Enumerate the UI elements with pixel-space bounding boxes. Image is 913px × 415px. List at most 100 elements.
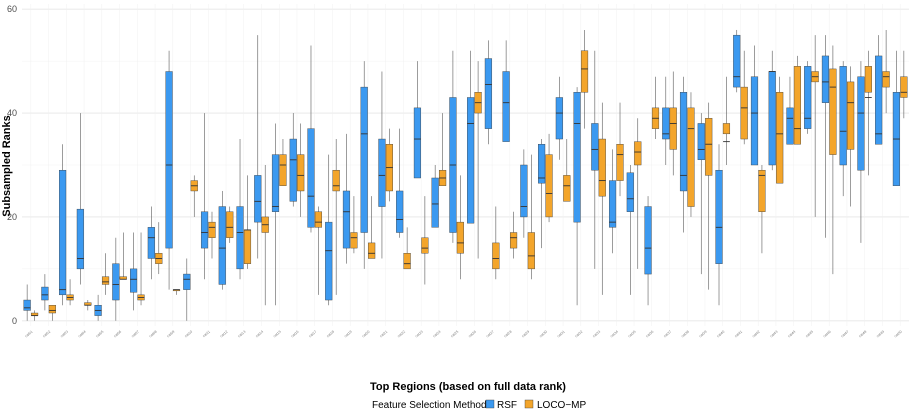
iqr-box-rsf: [502, 71, 510, 142]
x-tick-label: cat21: [379, 330, 388, 339]
box-loco-mp: [474, 61, 482, 259]
box-rsf: [200, 113, 209, 280]
box-loco-mp: [776, 76, 784, 184]
iqr-box-rsf: [342, 190, 351, 249]
iqr-box-rsf: [591, 123, 599, 171]
x-tick-label: cat29: [521, 330, 530, 339]
x-tick-label: cat06: [113, 330, 122, 339]
box-loco-mp: [527, 154, 535, 280]
box-loco-mp: [421, 196, 429, 285]
x-tick-label: cat03: [60, 330, 69, 339]
box-rsf: [857, 61, 865, 243]
box-loco-mp: [208, 211, 216, 259]
box-loco-mp: [155, 222, 163, 275]
iqr-box-rsf: [165, 71, 173, 249]
x-tick-label: cat16: [290, 330, 299, 339]
iqr-box-loco-mp: [368, 242, 376, 259]
iqr-box-rsf: [768, 71, 776, 166]
box-rsf: [23, 284, 31, 321]
box-rsf: [147, 206, 155, 280]
iqr-box-rsf: [413, 107, 421, 179]
legend-title: Feature Selection Method: [372, 400, 487, 411]
box-loco-mp: [492, 206, 500, 280]
box-loco-mp: [900, 50, 908, 119]
box-rsf: [236, 139, 244, 280]
box-rsf: [449, 50, 457, 243]
x-tick-label: cat46: [823, 330, 832, 339]
box-loco-mp: [314, 206, 323, 295]
iqr-box-loco-mp: [527, 232, 535, 270]
x-tick-label: cat08: [148, 330, 157, 339]
iqr-box-rsf: [218, 206, 226, 285]
x-tick-label: cat10: [184, 330, 193, 339]
x-tick-label: cat09: [166, 330, 175, 339]
iqr-box-loco-mp: [616, 144, 624, 181]
iqr-box-rsf: [644, 206, 652, 275]
box-loco-mp: [456, 175, 464, 280]
box-rsf: [183, 258, 191, 321]
iqr-box-rsf: [254, 175, 262, 223]
x-tick-label: cat37: [663, 330, 672, 339]
iqr-box-loco-mp: [101, 276, 110, 285]
y-axis-title: Subsampled Ranks: [1, 115, 13, 216]
iqr-box-rsf: [804, 66, 812, 129]
box-loco-mp: [243, 175, 252, 269]
box-loco-mp: [510, 211, 518, 259]
box-loco-mp: [31, 310, 39, 321]
box-rsf: [750, 45, 759, 166]
box-rsf: [76, 113, 84, 285]
box-loco-mp: [882, 29, 890, 114]
iqr-box-rsf: [538, 144, 546, 184]
iqr-box-rsf: [875, 55, 883, 145]
box-rsf: [608, 149, 617, 254]
x-tick-label: cat43: [769, 330, 778, 339]
x-tick-label: cat14: [255, 330, 264, 339]
box-rsf: [502, 40, 510, 142]
box-loco-mp: [811, 35, 819, 217]
iqr-box-rsf: [200, 211, 209, 249]
box-loco-mp: [226, 206, 234, 243]
iqr-box-loco-mp: [297, 154, 305, 192]
box-rsf: [520, 149, 528, 238]
x-tick-label: cat18: [326, 330, 335, 339]
iqr-box-loco-mp: [900, 76, 908, 98]
box-loco-mp: [350, 196, 358, 254]
x-tick-label: cat36: [645, 330, 654, 339]
x-tick-label: cat31: [556, 330, 565, 339]
iqr-box-rsf: [289, 138, 297, 202]
iqr-box-loco-mp: [510, 232, 518, 249]
box-loco-mp: [616, 102, 624, 197]
iqr-box-rsf: [555, 97, 563, 140]
iqr-box-rsf: [733, 34, 741, 88]
box-rsf: [325, 154, 333, 306]
iqr-box-rsf: [183, 273, 191, 290]
iqr-box-loco-mp: [829, 68, 837, 155]
legend-key-rsf: [485, 399, 495, 409]
iqr-box-rsf: [271, 154, 280, 212]
iqr-box-rsf: [325, 221, 333, 301]
x-tick-label: cat15: [273, 330, 282, 339]
y-tick-label: 40: [7, 108, 17, 118]
iqr-box-rsf: [626, 172, 634, 212]
x-tick-label: cat42: [752, 330, 761, 339]
iqr-box-loco-mp: [705, 118, 713, 176]
x-tick-label: cat27: [485, 330, 494, 339]
box-rsf: [254, 35, 262, 259]
box-rsf: [875, 35, 883, 145]
box-loco-mp: [368, 196, 376, 259]
x-tick-label: cat19: [344, 330, 353, 339]
iqr-box-loco-mp: [882, 71, 890, 88]
box-rsf: [467, 50, 475, 224]
x-tick-label: cat40: [716, 330, 725, 339]
y-tick-labels: 0 20 40 60: [7, 4, 17, 326]
box-rsf: [431, 165, 439, 228]
x-tick-label: cat07: [131, 330, 140, 339]
box-rsf: [662, 76, 670, 165]
legend-key-loco-mp: [524, 399, 534, 409]
box-rsf: [130, 232, 138, 311]
y-tick-label: 60: [7, 4, 17, 14]
box-rsf: [644, 196, 652, 306]
iqr-box-rsf: [23, 299, 31, 311]
box-loco-mp: [403, 227, 411, 270]
box-rsf: [289, 113, 297, 207]
